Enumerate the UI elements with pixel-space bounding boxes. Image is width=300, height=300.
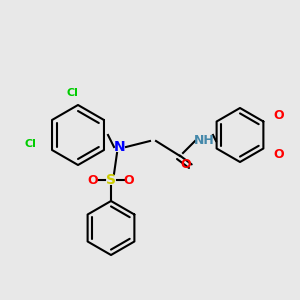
Text: Cl: Cl — [24, 139, 36, 149]
Text: Cl: Cl — [66, 88, 78, 98]
Text: O: O — [181, 158, 191, 172]
Text: O: O — [273, 109, 284, 122]
Text: N: N — [114, 140, 126, 154]
Text: O: O — [124, 173, 134, 187]
Text: O: O — [273, 148, 284, 161]
Text: NH: NH — [194, 134, 214, 148]
Text: O: O — [88, 173, 98, 187]
Text: S: S — [106, 173, 116, 187]
